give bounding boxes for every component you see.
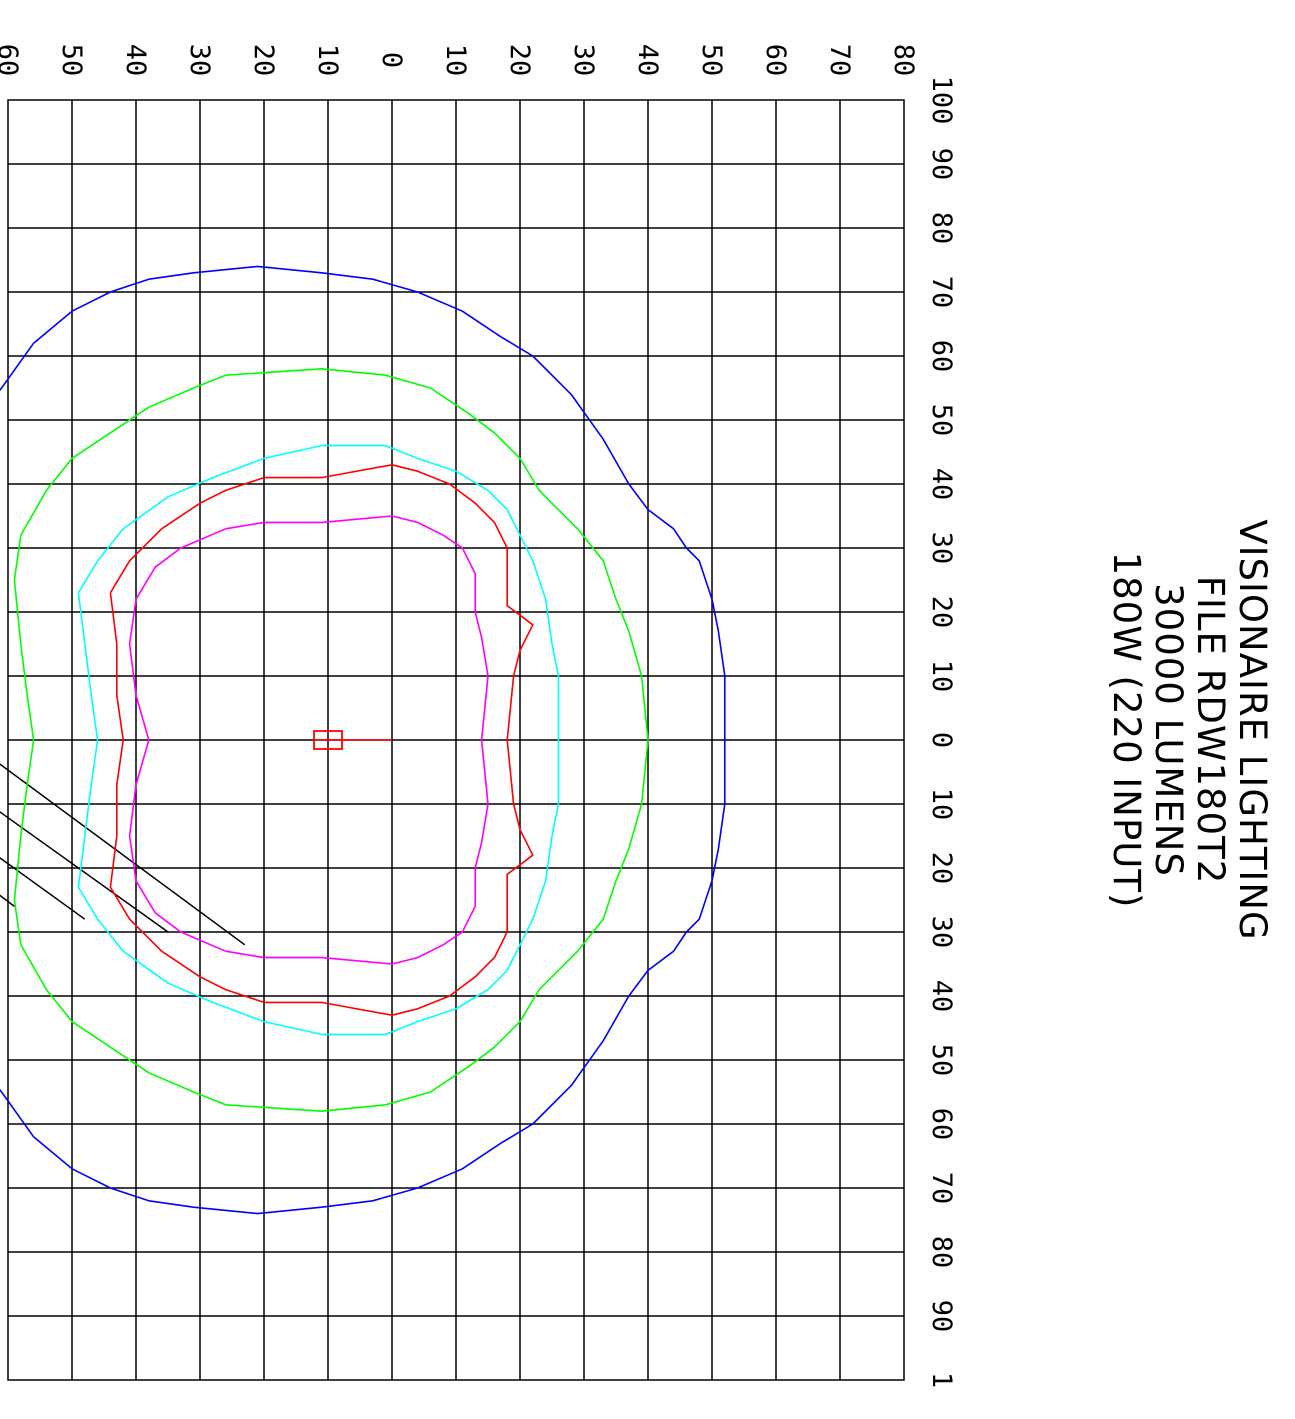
tick-label: 90 <box>926 1300 957 1333</box>
luminaire-box <box>313 730 343 750</box>
luminaire-marker <box>313 730 392 750</box>
tick-label: 40 <box>926 468 957 501</box>
isolux-contour <box>77 444 560 1036</box>
tick-label: 60 <box>926 340 957 373</box>
isolux-contour <box>0 265 726 1215</box>
title-line: VISIONAIRE LIGHTING <box>1231 519 1274 940</box>
tick-label: 20 <box>504 44 535 77</box>
tick-label: 90 <box>926 148 957 181</box>
isolux-contour <box>109 463 534 1017</box>
luminaire-dot <box>326 738 330 742</box>
title-block: VISIONAIRE LIGHTING FILE RDW180T2 30000 … <box>1105 519 1274 940</box>
tick-label: 50 <box>696 44 727 77</box>
tick-label: 40 <box>120 44 151 77</box>
tick-label: 50 <box>926 404 957 437</box>
tick-label: 10 <box>312 44 343 77</box>
tick-label: 40 <box>926 980 957 1013</box>
tick-label: 1 <box>926 1372 957 1388</box>
leader-line <box>0 811 169 933</box>
grid <box>7 99 905 1381</box>
tick-label: 10 <box>926 660 957 693</box>
isolux-contour <box>13 367 649 1112</box>
tick-label: 100 <box>926 76 957 125</box>
title-line: 180W (220 INPUT) <box>1105 552 1148 909</box>
leader-line <box>0 894 15 907</box>
tick-label: 80 <box>888 44 919 77</box>
tick-label: 0 <box>926 732 957 748</box>
tick-label: 30 <box>926 532 957 565</box>
tick-label: 80 <box>926 212 957 245</box>
leader-line <box>0 763 246 946</box>
tick-label: 60 <box>760 44 791 77</box>
tick-label: 30 <box>926 916 957 949</box>
title-line: FILE RDW180T2 <box>1189 576 1232 885</box>
tick-label: 70 <box>926 1172 957 1205</box>
tick-label: 50 <box>56 44 87 77</box>
title-line: 30000 LUMENS <box>1147 583 1190 877</box>
tick-label: 70 <box>926 276 957 309</box>
tick-label: 60 <box>926 1108 957 1141</box>
isolux-contour <box>128 515 489 965</box>
tick-label: 60 <box>0 44 23 77</box>
tick-label: 80 <box>926 1236 957 1269</box>
tick-label: 70 <box>824 44 855 77</box>
tick-label: 10 <box>440 44 471 77</box>
leader-lines <box>0 763 246 946</box>
tick-labels: 1009080706050403020100102030405060708090… <box>0 44 957 1388</box>
tick-label: 10 <box>926 788 957 821</box>
leader-line <box>0 857 86 920</box>
tick-label: 20 <box>926 596 957 629</box>
tick-label: 50 <box>926 1044 957 1077</box>
isolux-contours <box>0 265 726 1215</box>
tick-label: 20 <box>248 44 279 77</box>
tick-label: 30 <box>568 44 599 77</box>
tick-label: 40 <box>632 44 663 77</box>
tick-label: 0 <box>376 52 407 68</box>
tick-label: 30 <box>184 44 215 77</box>
tick-label: 20 <box>926 852 957 885</box>
